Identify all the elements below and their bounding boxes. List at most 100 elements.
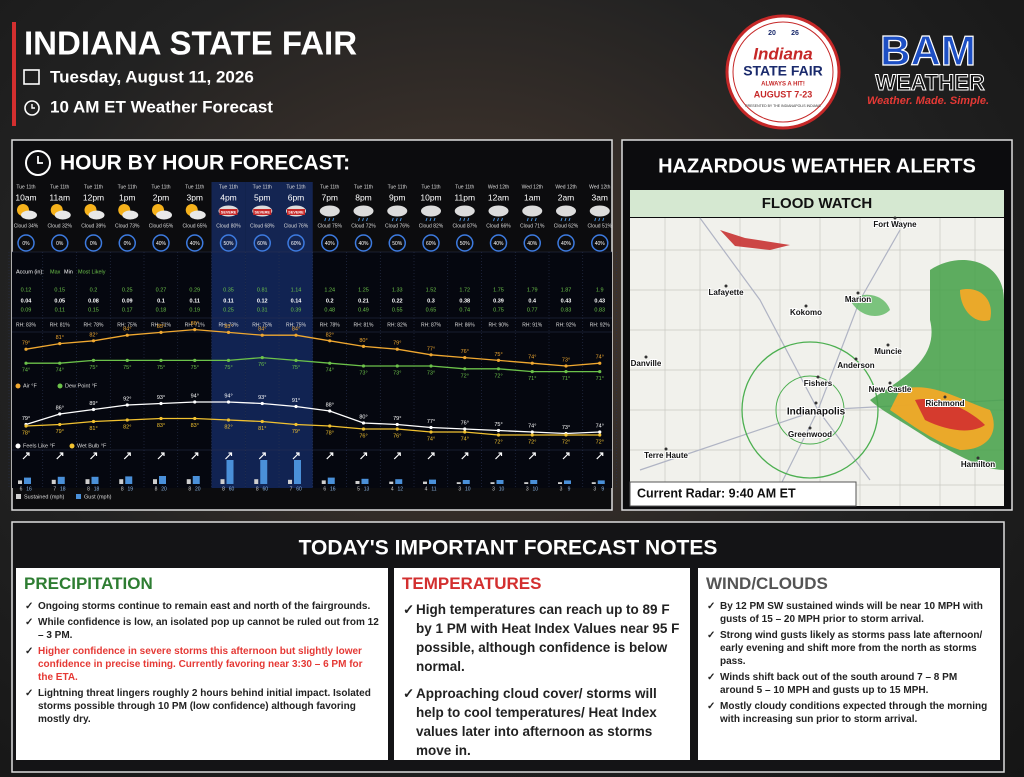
dew-point: [193, 358, 197, 362]
air-label: 75°: [494, 352, 502, 358]
cloud-cover: Cloud 32%: [48, 223, 73, 229]
rain-icon: [324, 217, 335, 222]
dew-label: 72°: [461, 373, 469, 379]
day-label: Tue 11th: [185, 184, 204, 190]
dew-point: [125, 358, 129, 362]
air-point: [260, 333, 264, 337]
dew-label: 72°: [494, 373, 502, 379]
air-label: 74°: [528, 355, 536, 361]
accum-min: 0.1: [157, 298, 165, 304]
feels-point: [294, 404, 298, 409]
air-label: 81°: [56, 335, 64, 341]
cloud-cover: Cloud 76%: [284, 223, 309, 229]
gust-bar: [159, 476, 166, 484]
feels-point: [58, 412, 62, 416]
sustained-value: 8: [256, 486, 259, 492]
wetbulb-label: 79°: [56, 429, 64, 435]
bullet: Higher confidence in severe storms this …: [25, 645, 380, 684]
gust-value: 20: [161, 486, 167, 492]
calendar-icon: [23, 69, 40, 85]
city-dot: [804, 304, 808, 308]
rain-icon: [459, 217, 470, 222]
city-dot: [664, 447, 668, 451]
cloud-icon: [353, 205, 374, 217]
dew-point: [361, 364, 366, 368]
sustained-value: 3: [560, 486, 563, 492]
rh-value: RH: 87%: [421, 322, 442, 328]
sustained-value: 6: [323, 486, 326, 492]
city-label: Fort Wayne: [873, 220, 917, 229]
legend-swatch: [15, 443, 21, 449]
city-label: Muncie: [874, 347, 902, 356]
day-label: Tue 11th: [151, 184, 170, 190]
accum-likely: 0.83: [594, 307, 605, 313]
accent-bar: [12, 22, 16, 126]
notes-section: PRECIPITATION Ongoing storms continue to …: [16, 568, 388, 760]
city-dot: [854, 357, 858, 361]
day-label: Wed 12th: [522, 184, 544, 190]
accum-min: 0.39: [493, 298, 504, 304]
cloud-icon: [122, 210, 139, 220]
city-label: Lafayette: [708, 288, 744, 297]
accum-likely: 0.77: [527, 307, 538, 313]
bullet: Mostly cloudy conditions expected throug…: [707, 700, 992, 726]
rain-icon: [560, 217, 571, 222]
day-label: Wed 12th: [589, 184, 611, 190]
accum-max: 0.25: [122, 287, 133, 293]
air-point: [294, 333, 298, 337]
pop-ring: [456, 234, 474, 252]
dew-label: 75°: [123, 365, 131, 371]
clock-hands: [31, 104, 35, 109]
sustained-value: 7: [290, 486, 293, 492]
gust-bar: [429, 479, 436, 484]
notes-title: TODAY'S IMPORTANT FORECAST NOTES: [299, 537, 718, 560]
city-dot: [816, 375, 820, 379]
wetbulb-point: [361, 427, 366, 431]
sustained-bar: [254, 479, 259, 484]
city-label: Terre Haute: [644, 451, 688, 460]
feels-point: [226, 400, 231, 404]
air-label: 79°: [22, 341, 30, 347]
pop-value: 50%: [460, 241, 471, 247]
bullet-list: Ongoing storms continue to remain east a…: [24, 600, 380, 726]
rain-icon: [391, 217, 402, 222]
pop-value: 60%: [257, 241, 268, 247]
cloud-cover: Cloud 65%: [183, 223, 208, 229]
pop-ring: [84, 234, 103, 252]
accum-max: 1.52: [426, 287, 437, 293]
accum-min: 0.14: [291, 298, 303, 304]
wetbulb-point: [260, 419, 264, 424]
dew-point: [463, 367, 467, 371]
gust-value: 60: [229, 486, 235, 492]
gust-bar: [91, 476, 99, 484]
cloud-icon: [387, 205, 408, 217]
accum-likely: 0.11: [55, 307, 65, 313]
day-label: Tue 11th: [219, 184, 238, 190]
feels-point: [193, 400, 197, 404]
legend-swatch: [15, 383, 21, 389]
wind-arrow: [90, 452, 98, 460]
bullet: Winds shift back out of the south around…: [707, 671, 992, 697]
bullet-list: High temperatures can reach up to 89 F b…: [402, 600, 682, 760]
cloud-icon: [556, 205, 576, 217]
page-title: INDIANA STATE FAIR: [24, 25, 357, 62]
feels-line: [25, 401, 600, 435]
accum-likely: 0.19: [189, 307, 200, 313]
rh-value: RH: 78%: [83, 322, 104, 328]
sustained-bar: [119, 479, 124, 484]
air-point: [328, 339, 332, 343]
pop-ring: [253, 234, 271, 252]
pop-value: 0%: [22, 241, 30, 247]
gust-value: 16: [330, 486, 336, 492]
gust-bar: [57, 476, 65, 484]
day-label: Tue 11th: [354, 184, 373, 190]
city-dot: [886, 343, 890, 347]
dew-point: [91, 358, 96, 362]
hour-label: 12am: [488, 192, 509, 202]
wetbulb-label: 72°: [596, 439, 604, 445]
wetbulb-label: 72°: [528, 439, 536, 445]
sustained-bar: [85, 479, 90, 484]
cloud-cover: Cloud 72%: [351, 223, 376, 229]
wetbulb-label: 78°: [22, 430, 30, 436]
day-label: Tue 11th: [421, 184, 440, 190]
